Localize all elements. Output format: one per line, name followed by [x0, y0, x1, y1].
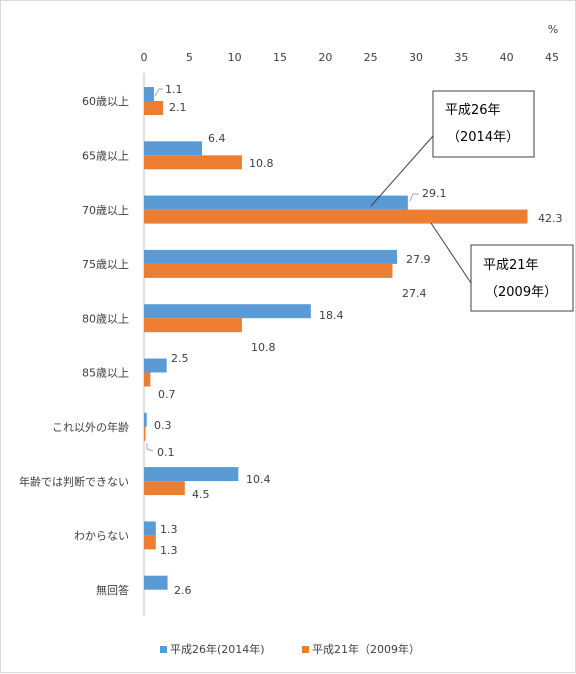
bar-2009	[144, 535, 156, 550]
x-tick-label: 45	[545, 51, 559, 64]
bar-2014	[144, 467, 239, 482]
bar-2009	[144, 318, 242, 333]
data-label-2009: 10.8	[249, 157, 274, 170]
category-label: 85歳以上	[82, 367, 129, 380]
callout-subtitle: （2009年）	[485, 285, 557, 300]
bar-2014	[144, 304, 311, 319]
category-label: 年齢では判断できない	[19, 474, 129, 488]
legend-swatch-2009	[302, 646, 309, 653]
data-label-2009: 42.3	[538, 212, 563, 225]
legend-label-2014: 平成26年(2014年)	[170, 642, 265, 656]
bar-2014	[144, 521, 156, 536]
x-tick-label: 40	[500, 51, 514, 64]
bar-2009	[144, 481, 185, 496]
data-label-2014: 27.9	[406, 253, 431, 266]
data-label-2009: 10.8	[251, 341, 276, 354]
data-label-2009: 0.1	[157, 446, 175, 459]
category-label: 無回答	[96, 583, 129, 597]
bar-2009	[144, 209, 528, 224]
callout-box-2014	[432, 90, 535, 158]
data-label-2014: 2.6	[174, 584, 192, 597]
data-label-2014: 6.4	[208, 132, 226, 145]
data-label-2014: 1.3	[160, 523, 178, 536]
bar-2009	[144, 155, 242, 170]
x-tick-label: 15	[273, 51, 287, 64]
category-label: わからない	[74, 530, 129, 543]
bar-2014	[144, 358, 167, 373]
legend-swatch-2014	[160, 646, 167, 653]
data-label-2009: 4.5	[192, 488, 210, 501]
callout-pointer	[430, 222, 472, 284]
bar-2009	[144, 263, 393, 278]
category-label: これ以外の年齢	[52, 420, 129, 434]
category-label: 80歳以上	[82, 312, 129, 325]
category-label: 75歳以上	[82, 258, 129, 271]
legend-label-2009: 平成21年（2009年）	[312, 642, 420, 656]
bar-2009	[144, 426, 146, 441]
data-label-2014: 10.4	[246, 473, 271, 486]
data-label-2014: 18.4	[319, 309, 344, 322]
callout-box-2009	[470, 244, 574, 312]
callout-pointer	[370, 135, 434, 207]
data-label-2014: 1.1	[165, 83, 183, 96]
callout-title: 平成21年	[483, 258, 539, 273]
category-label: 60歳以上	[82, 95, 129, 108]
data-label-2014: 0.3	[154, 419, 172, 432]
bar-2014	[144, 249, 397, 264]
bar-2014	[144, 412, 147, 427]
leader-line	[409, 193, 419, 202]
x-tick-label: 35	[454, 51, 468, 64]
data-label-2009: 1.3	[160, 544, 178, 557]
x-tick-label: 30	[409, 51, 423, 64]
x-tick-label: 0	[141, 51, 148, 64]
bar-2014	[144, 87, 154, 101]
data-label-2014: 2.5	[171, 352, 189, 365]
data-label-2009: 2.1	[169, 101, 187, 114]
bar-2009	[144, 372, 151, 387]
x-tick-label: 20	[318, 51, 332, 64]
bar-2014	[144, 575, 168, 590]
category-label: 70歳以上	[82, 204, 129, 217]
x-tick-label: 5	[186, 51, 193, 64]
x-tick-label: 10	[228, 51, 242, 64]
bar-2014	[144, 141, 203, 156]
data-label-2009: 0.7	[158, 388, 176, 401]
callout-subtitle: （2014年）	[447, 130, 519, 145]
data-label-2009: 27.4	[402, 287, 427, 300]
leader-line	[154, 88, 163, 97]
data-label-2014: 29.1	[422, 187, 447, 200]
callout-title: 平成26年	[445, 103, 501, 118]
leader-line	[146, 443, 154, 452]
bar-2014	[144, 195, 408, 210]
category-label: 65歳以上	[82, 149, 129, 162]
x-tick-label: 25	[364, 51, 378, 64]
x-unit-label: %	[548, 23, 558, 36]
bar-2009	[144, 101, 164, 115]
